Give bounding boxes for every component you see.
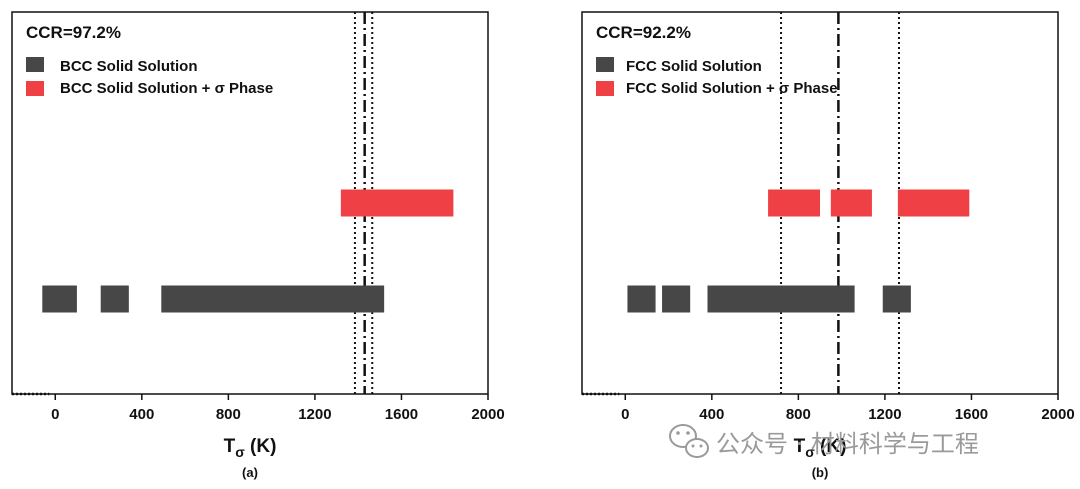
- sigma-phase-bar-2: [897, 189, 970, 217]
- panel-label: (b): [812, 465, 829, 480]
- watermark-text: 公众号 · 材料科学与工程: [716, 430, 979, 458]
- panel-label: (a): [242, 465, 258, 480]
- solid-solution-bar-0: [627, 285, 656, 313]
- x-tick-label: 400: [699, 406, 724, 423]
- ccr-annotation: CCR=92.2%: [596, 23, 691, 42]
- legend-swatch-red: [26, 81, 44, 96]
- solid-solution-bar-1: [662, 285, 691, 313]
- x-axis-label-subscript: σ: [805, 444, 815, 460]
- x-tick-label: 1200: [868, 406, 901, 423]
- solid-solution-bar-3: [882, 285, 911, 313]
- sigma-phase-bar-0: [340, 189, 454, 217]
- plot-frame: [11, 11, 489, 395]
- legend-label-solid-solution: FCC Solid Solution: [626, 58, 762, 75]
- solid-solution-bar-1: [100, 285, 129, 313]
- x-axis-label-main: T: [224, 436, 236, 457]
- x-tick-label: 0: [621, 406, 629, 423]
- x-tick-label: 0: [51, 406, 59, 423]
- solid-solution-bar-0: [42, 285, 77, 313]
- x-tick-label: 2000: [1041, 406, 1074, 423]
- x-axis-label-main: T: [794, 436, 806, 457]
- solid-solution-bar-2: [707, 285, 855, 313]
- watermark: 公众号 · 材料科学与工程: [669, 424, 979, 458]
- legend-swatch-dark: [596, 57, 614, 72]
- x-tick-label: 800: [216, 406, 241, 423]
- x-axis-label-unit: (K): [815, 436, 847, 457]
- x-tick-label: 1600: [955, 406, 988, 423]
- legend-label-solid-solution: BCC Solid Solution: [60, 58, 197, 75]
- ccr-annotation: CCR=97.2%: [26, 23, 121, 42]
- interval-bars: [42, 189, 454, 313]
- panel-a: CCR=97.2% BCC Solid Solution BCC Solid S…: [11, 11, 505, 480]
- legend-label-sigma-phase: BCC Solid Solution + σ Phase: [60, 80, 273, 97]
- sigma-phase-bar-1: [830, 189, 872, 217]
- x-tick-label: 1600: [385, 406, 418, 423]
- x-axis-label: Tσ (K): [794, 436, 847, 460]
- x-axis-ticks: 0 400 800 1200 1600 2000: [582, 392, 1075, 423]
- wechat-icon: [669, 424, 709, 458]
- interval-bars: [627, 189, 970, 313]
- legend-label-sigma-phase: FCC Solid Solution + σ Phase: [626, 80, 838, 97]
- panel-b: CCR=92.2% FCC Solid Solution FCC Solid S…: [581, 11, 1075, 480]
- legend-swatch-dark: [26, 57, 44, 72]
- x-tick-label: 800: [786, 406, 811, 423]
- x-tick-label: 2000: [471, 406, 504, 423]
- legend-swatch-red: [596, 81, 614, 96]
- plot-frame: [581, 11, 1059, 395]
- x-tick-label: 1200: [298, 406, 331, 423]
- x-tick-label: 400: [129, 406, 154, 423]
- x-axis-label-subscript: σ: [235, 444, 245, 460]
- x-axis-ticks: 0 400 800 1200 1600 2000: [12, 392, 505, 423]
- x-axis-label: Tσ (K): [224, 436, 277, 460]
- x-axis-label-unit: (K): [245, 436, 277, 457]
- sigma-phase-bar-0: [768, 189, 820, 217]
- solid-solution-bar-2: [161, 285, 385, 313]
